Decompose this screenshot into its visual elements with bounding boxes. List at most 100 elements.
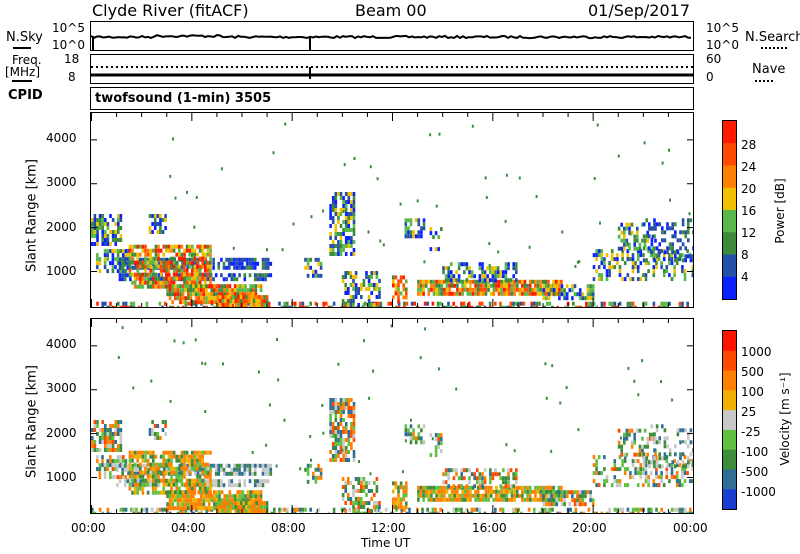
velocity-cell (687, 436, 690, 441)
velocity-ytick-mark (687, 389, 693, 391)
power-cell (579, 305, 583, 307)
velocity-cell (162, 490, 165, 495)
power-cell (165, 284, 168, 289)
velocity-cell (546, 511, 549, 513)
velocity-cell (581, 502, 585, 507)
power-cell (534, 287, 537, 292)
power-cell (151, 214, 154, 218)
velocity-cell (220, 498, 224, 503)
power-cell (460, 262, 463, 267)
velocity-cell (106, 459, 109, 464)
power-cell (628, 226, 631, 231)
velocity-cell (144, 470, 147, 475)
power-cell (319, 265, 323, 270)
velocity-cell (265, 501, 269, 506)
power-cell (180, 256, 184, 261)
velocity-cell (455, 472, 458, 477)
power-cell (510, 283, 514, 288)
velocity-cell (185, 454, 189, 459)
velocity-cell (191, 450, 194, 455)
velocity-cell (176, 490, 180, 495)
velocity-cell (512, 476, 515, 481)
velocity-cell (683, 455, 687, 460)
power-xtick-mark (191, 113, 193, 121)
velocity-cell (306, 463, 310, 468)
velocity-cell (663, 452, 667, 457)
velocity-cell (400, 507, 403, 512)
power-cell (281, 248, 284, 252)
power-cell (118, 265, 122, 270)
power-cell (572, 301, 575, 306)
power-cell (98, 257, 102, 262)
power-cell (617, 154, 620, 158)
velocity-cell (224, 501, 227, 506)
power-cell (314, 301, 318, 306)
velocity-cell (658, 440, 661, 445)
velocity-cell (679, 428, 682, 433)
velocity-cell (414, 440, 418, 445)
velocity-cell (118, 463, 122, 468)
power-cell (491, 274, 495, 279)
power-cell (628, 222, 631, 227)
velocity-cell (239, 509, 243, 513)
power-cell (397, 279, 400, 284)
velocity-cell (430, 489, 433, 494)
velocity-cell (111, 444, 115, 448)
velocity-cell (218, 490, 221, 495)
velocity-cell (500, 493, 503, 498)
power-cell (352, 232, 356, 236)
power-cell (239, 303, 243, 307)
power-cell (422, 279, 425, 284)
power-cell (683, 277, 687, 282)
velocity-cell (360, 481, 363, 485)
velocity-cell (334, 414, 338, 418)
velocity-cell (456, 489, 459, 494)
power-cell (479, 291, 483, 296)
power-cbar-swatch (723, 276, 736, 299)
power-cell (93, 230, 97, 234)
power-cell (534, 291, 537, 296)
power-cell (662, 269, 666, 274)
velocity-cell (207, 502, 211, 507)
power-cell (154, 252, 158, 257)
power-cell (404, 222, 408, 227)
velocity-cell (184, 498, 187, 503)
velocity-cell (131, 463, 135, 468)
power-cell (341, 275, 345, 279)
velocity-cell (427, 497, 431, 502)
velocity-cell (183, 458, 186, 463)
velocity-cell (252, 490, 255, 495)
velocity-cell (404, 432, 408, 437)
velocity-cell (197, 502, 200, 507)
velocity-cell (152, 458, 155, 463)
power-cell (507, 305, 510, 307)
velocity-cell (515, 493, 519, 498)
power-cell (239, 284, 242, 289)
xtick-0400: 04:00 (171, 521, 206, 535)
velocity-cell (533, 507, 536, 512)
power-cell (344, 244, 348, 248)
velocity-cell (184, 511, 188, 513)
power-cell (634, 265, 637, 270)
power-cell (668, 148, 670, 152)
velocity-cell (204, 466, 207, 471)
power-cell (114, 238, 117, 242)
power-cell (481, 274, 484, 279)
power-xtick-mark (191, 299, 193, 307)
velocity-cell (193, 486, 197, 491)
power-cell (497, 283, 501, 288)
power-cell (578, 292, 582, 297)
power-cell (162, 260, 165, 265)
power-cell (603, 301, 606, 306)
power-cell (202, 296, 206, 301)
velocity-cell (321, 404, 324, 407)
power-cell (286, 301, 289, 306)
velocity-cell (628, 428, 631, 433)
power-cell (367, 283, 371, 287)
power-cell (181, 265, 184, 270)
power-cell (671, 246, 674, 251)
velocity-cell (152, 466, 155, 471)
power-cell (469, 287, 472, 292)
power-cell (162, 280, 165, 285)
power-cell (600, 261, 604, 266)
